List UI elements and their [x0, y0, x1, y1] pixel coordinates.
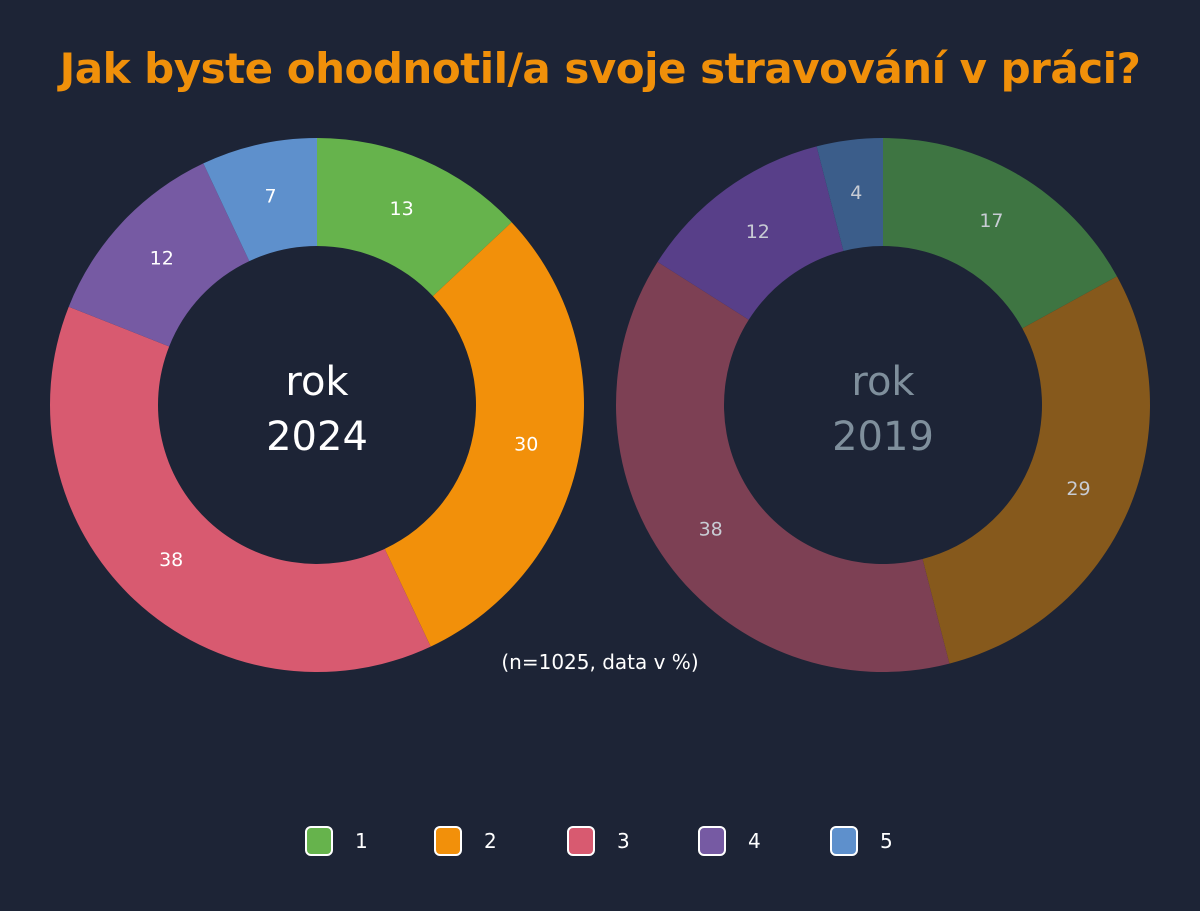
legend-label-4: 4 [748, 829, 761, 853]
donut-segment-1 [883, 138, 1117, 329]
center-label-rok: rok [285, 359, 349, 405]
donut-segment-4 [68, 163, 250, 347]
sample-size-note: (n=1025, data v %) [501, 650, 699, 674]
center-label-year: 2024 [266, 414, 368, 460]
segment-value-label: 4 [850, 182, 862, 204]
legend-label-2: 2 [484, 829, 497, 853]
segment-value-label: 38 [699, 519, 723, 541]
segment-value-label: 29 [1066, 478, 1090, 500]
legend-swatch-1 [305, 826, 333, 856]
segment-value-label: 12 [150, 248, 174, 270]
donut-chart-2019: 17 29 38 12 4 rok 2019 [616, 138, 1150, 672]
legend-label-1: 1 [355, 829, 368, 853]
legend-swatch-3 [567, 826, 595, 856]
segment-value-label: 12 [746, 221, 770, 243]
chart-title: Jak byste ohodnotil/a svoje stravování v… [59, 44, 1141, 93]
legend-item-4: 4 [698, 826, 761, 856]
legend-swatch-5 [830, 826, 858, 856]
donut-segment-3 [50, 306, 431, 672]
legend-label-3: 3 [617, 829, 630, 853]
donut-segment-4 [657, 146, 844, 320]
segment-value-label: 38 [159, 549, 183, 571]
legend-item-3: 3 [567, 826, 630, 856]
legend-item-5: 5 [830, 826, 893, 856]
legend-item-1: 1 [305, 826, 368, 856]
donut-chart-2024: 13 30 38 12 7 rok 2024 [50, 138, 584, 672]
legend-item-2: 2 [434, 826, 497, 856]
segment-value-label: 13 [389, 198, 413, 220]
donut-segment-1 [317, 138, 512, 297]
legend: 1 2 3 4 5 [0, 826, 1200, 862]
center-label-rok: rok [851, 359, 915, 405]
segment-value-label: 7 [264, 186, 276, 208]
legend-label-5: 5 [880, 829, 893, 853]
legend-swatch-2 [434, 826, 462, 856]
donut-segment-3 [616, 261, 950, 672]
center-label-year: 2019 [832, 414, 934, 460]
donut-segment-2 [922, 276, 1150, 664]
legend-swatch-4 [698, 826, 726, 856]
segment-value-label: 30 [514, 433, 538, 455]
segment-value-label: 17 [979, 210, 1003, 232]
donut-segment-5 [203, 138, 317, 262]
donut-segment-2 [384, 222, 584, 647]
donut-segment-5 [816, 138, 883, 251]
